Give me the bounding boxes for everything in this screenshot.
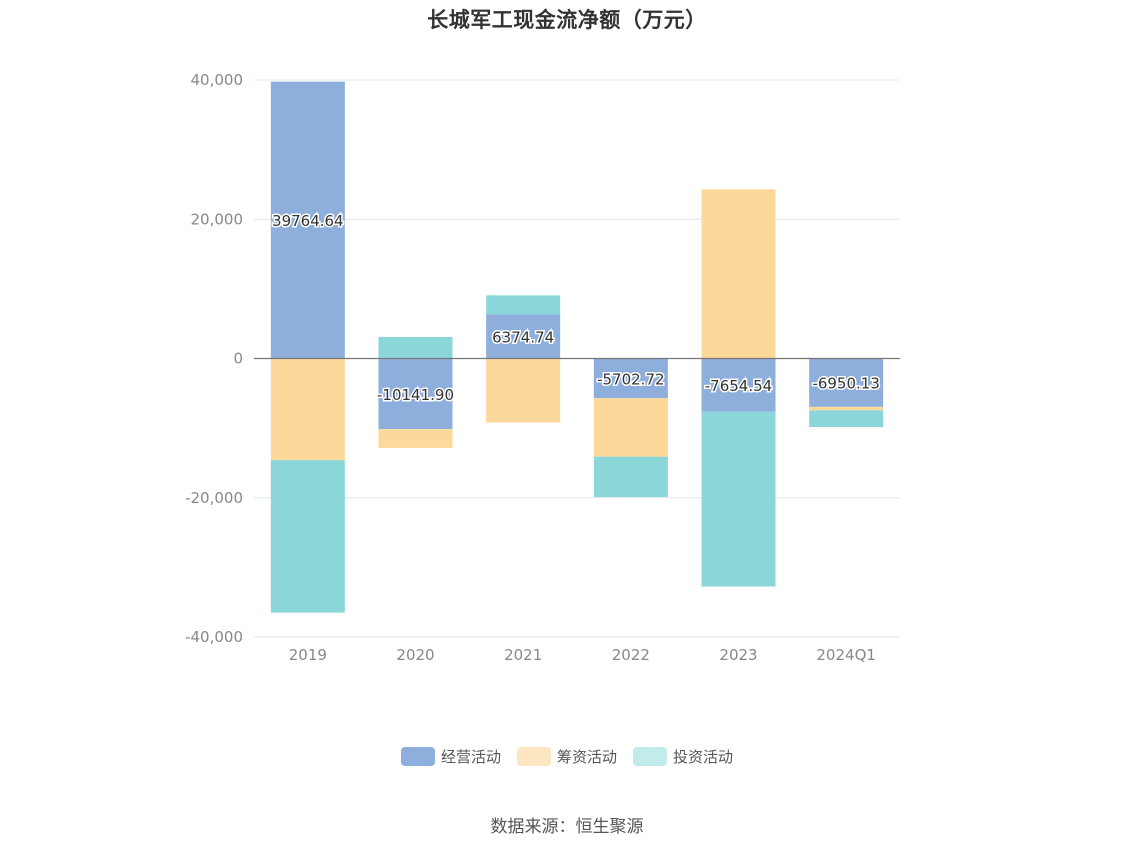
x-tick-label: 2021 (504, 646, 542, 664)
bar-2020-series-1 (378, 429, 453, 448)
bar-2023-series-0 (701, 358, 776, 412)
data-label-2022: -5702.72 (597, 370, 664, 388)
y-axis-ticks: 40,000 20,000 0 -20,000 -40,000 (185, 71, 243, 646)
data-label-2020: -10141.90 (377, 386, 454, 404)
bar-2021-series-1 (486, 358, 561, 423)
bar-2020-series-0 (378, 358, 453, 430)
x-tick-label: 2023 (719, 646, 757, 664)
chart-title: 长城军工现金流净额（万元） (427, 8, 707, 32)
chart-area: 40,000 20,000 0 -20,000 -40,000 39764.64 -101… (185, 71, 900, 664)
legend-swatch (400, 747, 435, 766)
legend-label: 经营活动 (440, 748, 501, 766)
x-axis-ticks: 2019 2020 2021 2022 2023 2024Q1 (289, 646, 876, 664)
legend-item[interactable]: 筹资活动 (516, 746, 617, 767)
bar-2023-series-1 (701, 189, 776, 359)
y-tick-label: -40,000 (185, 628, 243, 646)
y-tick-label: -20,000 (185, 489, 243, 507)
bar-2024Q1-series-2 (809, 410, 884, 428)
bar-2019-series-0 (270, 81, 345, 359)
bar-2024Q1-series-1 (809, 406, 884, 411)
legend-label: 筹资活动 (556, 748, 617, 766)
bar-2024Q1-series-0 (809, 358, 884, 407)
x-tick-label: 2019 (289, 646, 327, 664)
legend-label: 投资活动 (673, 748, 734, 766)
x-tick-label: 2022 (612, 646, 650, 664)
y-tick-label: 40,000 (191, 71, 244, 89)
source-note: 数据来源：恒生聚源 (490, 817, 644, 837)
data-label-2024Q1: -6950.13 (812, 375, 879, 393)
x-tick-label: 2020 (396, 646, 434, 664)
bar-2020-series-2 (378, 336, 453, 359)
x-tick-label: 2024Q1 (816, 646, 876, 664)
bar-2022-series-2 (593, 456, 668, 498)
bar-2022-series-0 (593, 358, 668, 399)
grid-lines (254, 79, 900, 638)
bar-2019-series-2 (270, 460, 345, 613)
bar-2019-series-1 (270, 358, 345, 461)
bar-2021-series-0 (486, 314, 561, 359)
bar-2022-series-1 (593, 398, 668, 457)
legend-swatch (516, 747, 551, 766)
legend: 经营活动 筹资活动 投资活动 (0, 746, 1134, 767)
data-labels: 39764.64 -10141.90 6374.74 -5702.72 -7654.54… (271, 211, 882, 406)
y-tick-label: 20,000 (191, 210, 244, 228)
legend-item[interactable]: 投资活动 (633, 746, 733, 767)
bars (270, 81, 884, 613)
data-label-2019: 39764.64 (272, 212, 344, 230)
data-label-2021: 6374.74 (492, 328, 554, 346)
bar-2021-series-2 (486, 295, 561, 315)
legend-swatch (633, 747, 667, 766)
y-tick-label: 0 (233, 350, 243, 368)
bar-2023-series-2 (701, 411, 776, 587)
data-label-2023: -7654.54 (705, 377, 772, 395)
legend-item[interactable]: 经营活动 (400, 746, 501, 767)
